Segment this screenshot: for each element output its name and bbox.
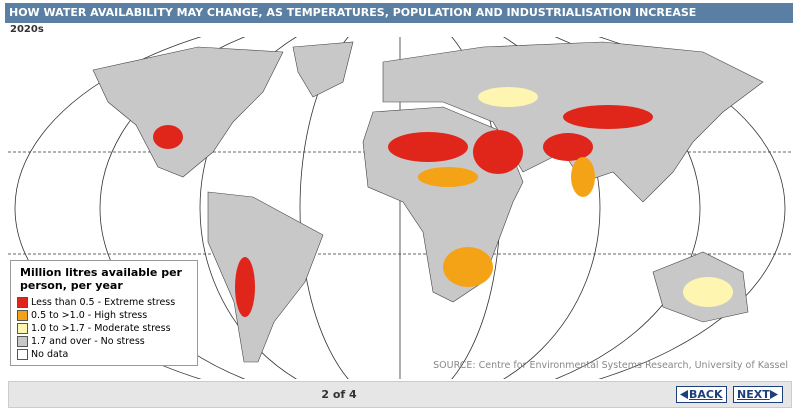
- legend: Million litres available per person, per…: [10, 260, 198, 366]
- legend-label: 1.7 and over - No stress: [31, 336, 145, 347]
- legend-item: Less than 0.5 - Extreme stress: [17, 296, 191, 309]
- period-label: 2020s: [10, 24, 44, 35]
- legend-label: Less than 0.5 - Extreme stress: [31, 297, 176, 308]
- back-button[interactable]: BACK: [676, 386, 727, 403]
- legend-items: Less than 0.5 - Extreme stress 0.5 to >1.…: [17, 296, 191, 361]
- legend-label: 1.0 to >1.7 - Moderate stress: [31, 323, 171, 334]
- legend-item: 0.5 to >1.0 - High stress: [17, 309, 191, 322]
- back-label: BACK: [689, 388, 723, 401]
- footer: 2 of 4 BACK NEXT: [8, 381, 792, 408]
- legend-item: 1.0 to >1.7 - Moderate stress: [17, 322, 191, 335]
- legend-label: No data: [31, 349, 69, 360]
- legend-swatch: [17, 323, 28, 334]
- legend-swatch: [17, 297, 28, 308]
- legend-item: No data: [17, 348, 191, 361]
- source-note: SOURCE: Centre for Environmental Systems…: [433, 360, 788, 371]
- next-arrow: [769, 390, 778, 399]
- legend-swatch: [17, 310, 28, 321]
- legend-title: Million litres available per person, per…: [20, 266, 182, 292]
- title-bar: HOW WATER AVAILABILITY MAY CHANGE, AS TE…: [5, 3, 793, 23]
- next-label: NEXT: [737, 388, 770, 401]
- legend-swatch: [17, 336, 28, 347]
- page-position: 2 of 4: [321, 388, 357, 401]
- back-arrow: [680, 390, 688, 399]
- world-map: [8, 37, 792, 379]
- legend-item: 1.7 and over - No stress: [17, 335, 191, 348]
- legend-label: 0.5 to >1.0 - High stress: [31, 310, 148, 321]
- legend-swatch: [17, 349, 28, 360]
- next-button[interactable]: NEXT: [733, 386, 783, 403]
